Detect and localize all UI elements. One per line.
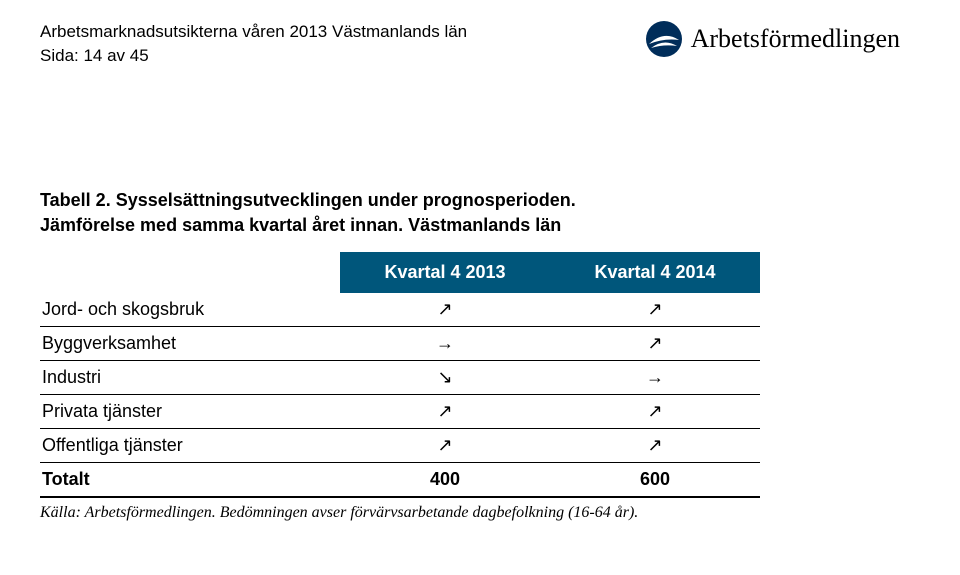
row-value: ↗	[340, 394, 550, 428]
brand-logo: Arbetsförmedlingen	[645, 20, 900, 58]
table-row: Byggverksamhet → ↗	[40, 326, 760, 360]
brand-name: Arbetsförmedlingen	[691, 24, 900, 54]
table-row: Offentliga tjänster ↗ ↗	[40, 428, 760, 462]
row-label: Offentliga tjänster	[40, 428, 340, 462]
page-info: Sida: 14 av 45	[40, 44, 467, 68]
forecast-table: Kvartal 4 2013 Kvartal 4 2014 Jord- och …	[40, 252, 760, 498]
table-title-line2: Jämförelse med samma kvartal året innan.…	[40, 215, 561, 235]
row-value: ↗	[550, 394, 760, 428]
row-label: Totalt	[40, 462, 340, 497]
row-value: ↘	[340, 360, 550, 394]
row-value: ↗	[550, 428, 760, 462]
row-value: 400	[340, 462, 550, 497]
row-label: Privata tjänster	[40, 394, 340, 428]
brand-logo-icon	[645, 20, 683, 58]
table-header-blank	[40, 252, 340, 293]
table-row: Industri ↘ →	[40, 360, 760, 394]
table-row-total: Totalt 400 600	[40, 462, 760, 497]
table-source: Källa: Arbetsförmedlingen. Bedömningen a…	[40, 504, 900, 522]
table-header-col2: Kvartal 4 2014	[550, 252, 760, 293]
row-value: ↗	[550, 326, 760, 360]
table-title-line1: Tabell 2. Sysselsättningsutvecklingen un…	[40, 190, 576, 210]
row-value: →	[550, 360, 760, 394]
row-value: →	[340, 326, 550, 360]
table-row: Jord- och skogsbruk ↗ ↗	[40, 293, 760, 327]
row-value: 600	[550, 462, 760, 497]
row-label: Industri	[40, 360, 340, 394]
row-value: ↗	[340, 428, 550, 462]
row-value: ↗	[340, 293, 550, 327]
row-label: Byggverksamhet	[40, 326, 340, 360]
row-label: Jord- och skogsbruk	[40, 293, 340, 327]
doc-title: Arbetsmarknadsutsikterna våren 2013 Väst…	[40, 20, 467, 44]
row-value: ↗	[550, 293, 760, 327]
table-header-col1: Kvartal 4 2013	[340, 252, 550, 293]
table-row: Privata tjänster ↗ ↗	[40, 394, 760, 428]
